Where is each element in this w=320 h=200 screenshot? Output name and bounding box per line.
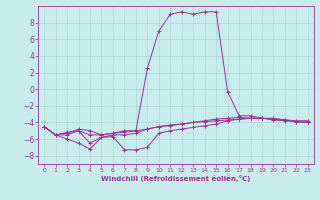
X-axis label: Windchill (Refroidissement éolien,°C): Windchill (Refroidissement éolien,°C): [101, 175, 251, 182]
